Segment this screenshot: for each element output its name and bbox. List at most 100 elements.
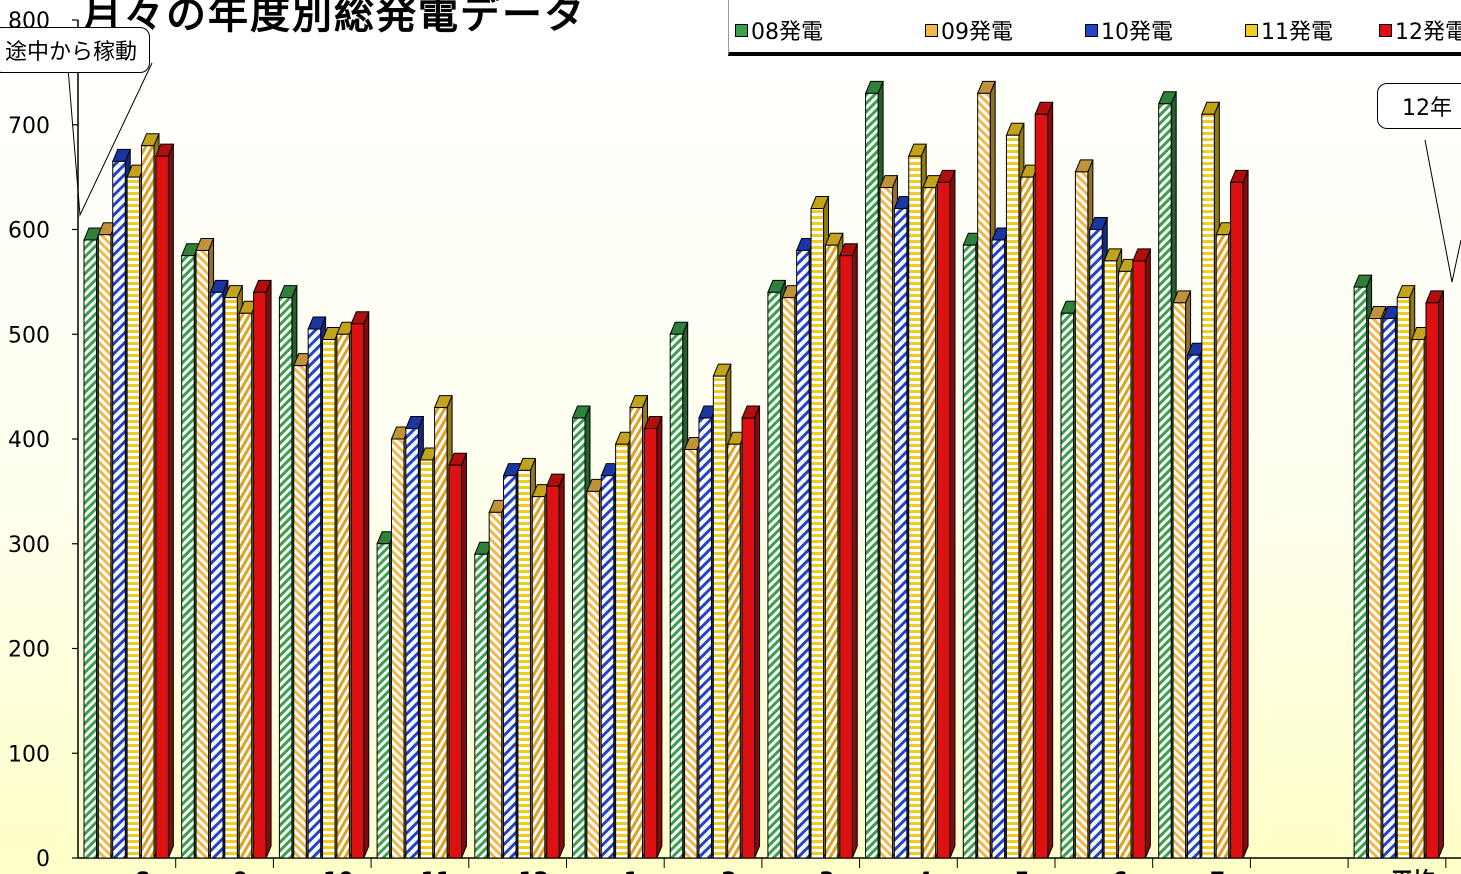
- bar-front-face: [278, 297, 293, 859]
- bar-0-9: [962, 232, 982, 859]
- bar-side-face: [1242, 170, 1249, 859]
- bar-front-face: [224, 297, 238, 859]
- bar-side-face: [167, 143, 174, 859]
- bar-front-face: [572, 417, 586, 859]
- bar-front-face: [531, 496, 546, 859]
- bar-front-face: [112, 160, 126, 859]
- bar-3-6: [712, 363, 732, 859]
- bar-front-face: [669, 333, 684, 859]
- bar-front-face: [307, 328, 322, 859]
- legend-label-09: 09発電: [941, 20, 1013, 45]
- bar-front-face: [824, 244, 839, 859]
- bar-front-face: [741, 417, 756, 859]
- x-tick-label: 2: [721, 869, 736, 874]
- bar-5-13: [1425, 290, 1445, 859]
- legend: 08発電 09発電 10発電 11発電 12発電: [728, 0, 1461, 56]
- bar-5-11: [1229, 169, 1249, 859]
- bar-front-face: [488, 511, 503, 859]
- bar-front-face: [474, 553, 488, 859]
- chart-title: 月々の年度別総発電データ: [82, 0, 586, 38]
- x-tick-label: 1: [624, 869, 639, 874]
- bar-side-face: [949, 170, 956, 859]
- bar-front-face: [1074, 171, 1089, 859]
- bar-5-4: [545, 473, 565, 859]
- bar-5-9: [1034, 101, 1054, 859]
- bar-5-5: [643, 416, 663, 859]
- legend-swatch-10: [1085, 23, 1098, 37]
- bar-front-face: [839, 255, 853, 859]
- bar-front-face: [936, 181, 951, 859]
- x-tick-label: 11: [421, 869, 452, 874]
- legend-label-08: 08発電: [751, 20, 823, 45]
- bar-front-face: [1060, 312, 1074, 859]
- bar-front-face: [503, 475, 517, 859]
- bar-front-face: [126, 176, 141, 859]
- bar-front-face: [293, 365, 307, 859]
- callout-12-pointer: [1424, 139, 1461, 283]
- x-tick-label: 9: [233, 869, 248, 874]
- bar-side-face: [656, 416, 663, 859]
- bar-5-3: [448, 452, 468, 859]
- x-tick-label: 4: [917, 869, 932, 874]
- legend-label-10: 10発電: [1101, 20, 1173, 45]
- legend-label-12: 12発電: [1395, 20, 1461, 45]
- x-tick-label: 5: [1014, 869, 1029, 874]
- bar-front-face: [155, 155, 169, 859]
- bar-front-face: [434, 407, 448, 859]
- bar-front-face: [195, 249, 210, 859]
- bar-front-face: [1103, 260, 1118, 859]
- bar-front-face: [684, 448, 698, 859]
- bar-5-8: [936, 169, 956, 859]
- bar-front-face: [991, 239, 1006, 859]
- bar-front-face: [977, 92, 991, 859]
- bar-front-face: [908, 155, 922, 859]
- bar-front-face: [865, 92, 879, 859]
- bar-front-face: [1172, 302, 1187, 859]
- bar-5-6: [741, 405, 761, 859]
- bar-side-face: [754, 405, 761, 859]
- bar-side-face: [265, 280, 272, 859]
- bar-front-face: [376, 543, 391, 859]
- bar-front-face: [336, 333, 350, 859]
- x-tick-label: 平均: [1391, 868, 1435, 874]
- bar-front-face: [1425, 302, 1439, 859]
- x-tick-label: 10: [323, 869, 354, 874]
- bar-front-face: [712, 375, 727, 859]
- bar-front-face: [893, 208, 908, 859]
- bar-front-face: [517, 469, 531, 859]
- bar-front-face: [1411, 338, 1425, 859]
- bar-front-face: [586, 490, 600, 859]
- bar-front-face: [546, 485, 560, 859]
- bar-side-face: [558, 473, 565, 859]
- y-tick-label: 100: [8, 742, 50, 767]
- bar-side-face: [1047, 102, 1054, 859]
- y-tick-label: 0: [36, 847, 50, 872]
- bar-front-face: [405, 428, 419, 859]
- bar-front-face: [1132, 260, 1146, 859]
- bar-front-face: [796, 249, 810, 859]
- legend-item-12: 12発電: [1379, 14, 1461, 46]
- bar-front-face: [1201, 113, 1215, 859]
- y-tick-label: 400: [8, 428, 50, 453]
- bar-side-face: [851, 243, 858, 859]
- bar-front-face: [181, 255, 195, 859]
- legend-swatch-12: [1379, 23, 1392, 37]
- bar-0-6: [669, 321, 689, 859]
- callout-12: 12年: [1377, 83, 1461, 129]
- bar-front-face: [1118, 270, 1132, 859]
- x-tick-label: 7: [1210, 869, 1225, 874]
- x-tick-label: 3: [819, 869, 834, 874]
- bar-front-face: [962, 244, 977, 859]
- bar-side-face: [1144, 248, 1151, 859]
- bar-5-1: [252, 279, 272, 859]
- bar-side-face: [1437, 290, 1444, 859]
- y-tick-label: 600: [8, 219, 50, 244]
- legend-swatch-09: [925, 23, 938, 37]
- bar-front-face: [615, 443, 629, 859]
- bar-front-face: [1215, 234, 1230, 859]
- bar-front-face: [698, 417, 712, 859]
- bar-front-face: [141, 145, 155, 859]
- callout-midway: 途中から稼動: [0, 27, 151, 73]
- bar-5-7: [839, 243, 859, 859]
- legend-item-09: 09発電: [925, 14, 1013, 46]
